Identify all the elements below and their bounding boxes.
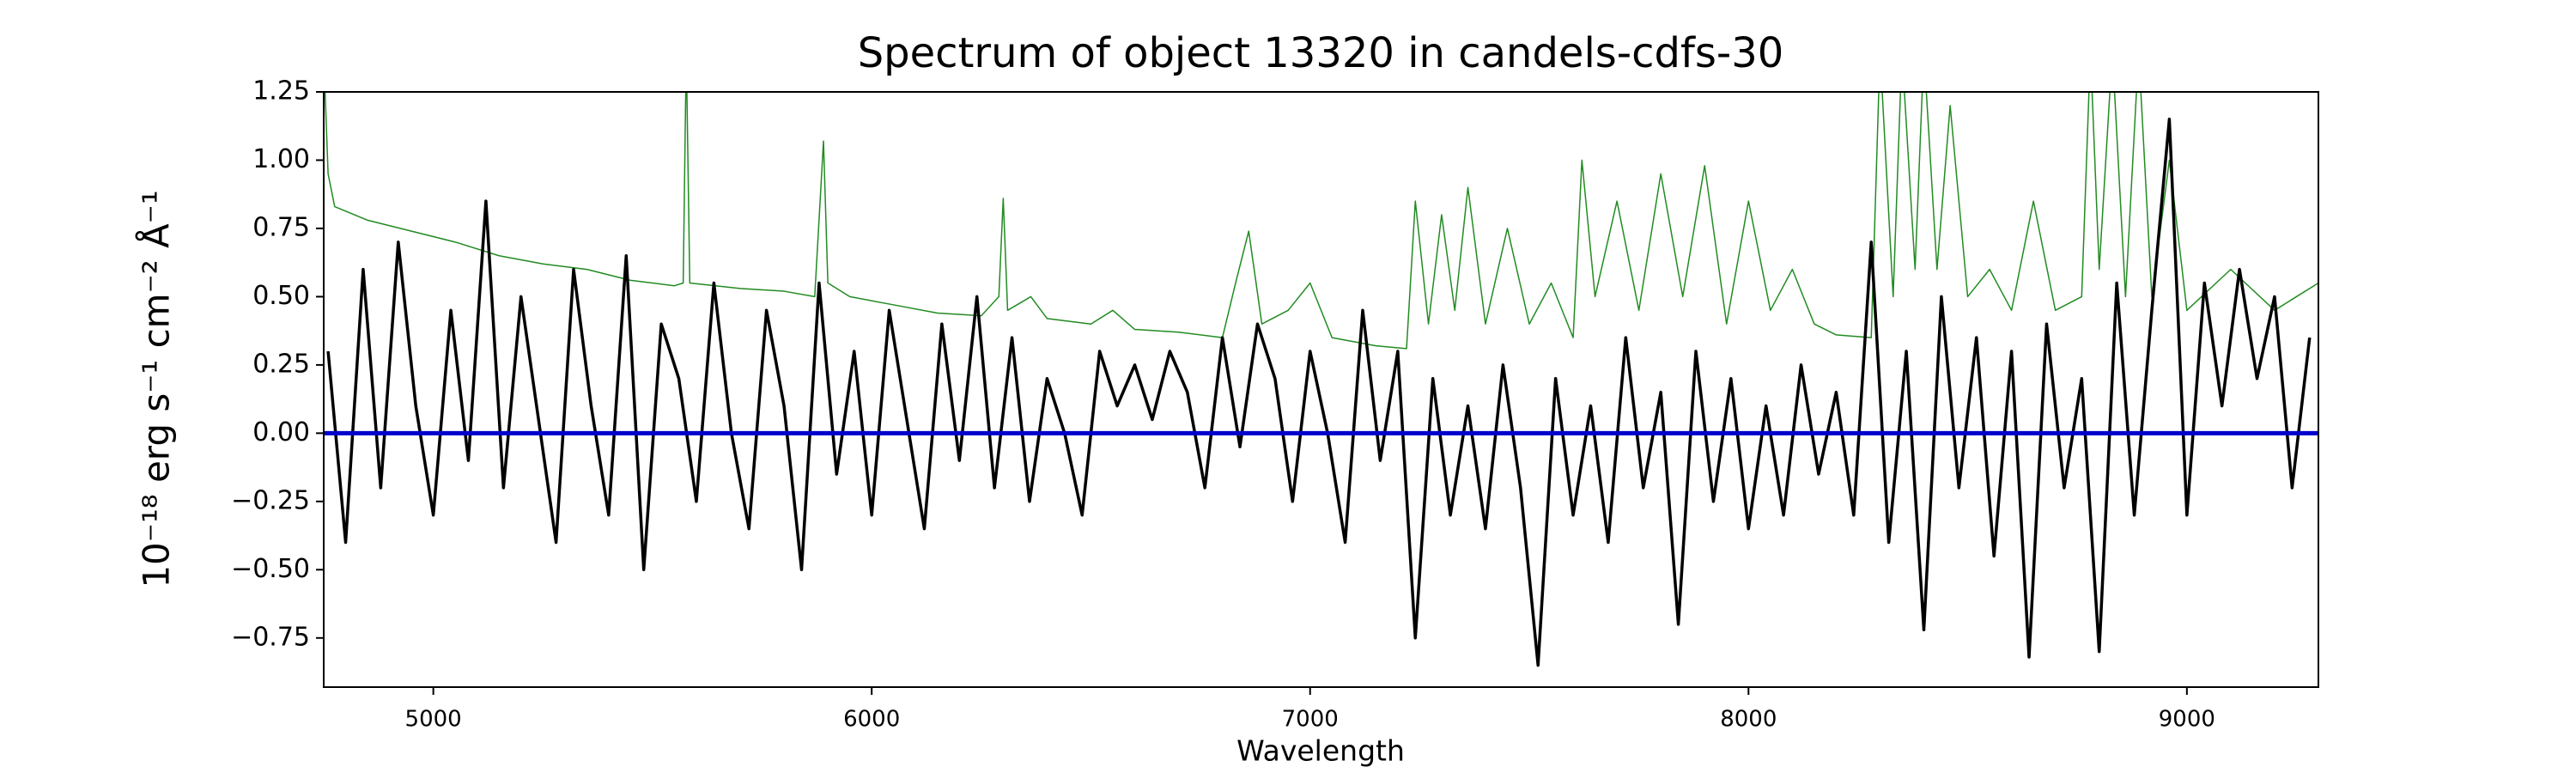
y-tick-label: 0.50 <box>252 281 310 311</box>
y-tick-label: 0.25 <box>252 349 310 379</box>
spectrum-line <box>326 118 2312 667</box>
y-tick-label: 1.25 <box>252 76 310 107</box>
y-tick-label: 1.00 <box>252 144 310 174</box>
chart-title: Spectrum of object 13320 in candels-cdfs… <box>858 29 1784 77</box>
x-axis-label: Wavelength <box>1236 734 1405 768</box>
plot-frame <box>323 91 2319 688</box>
x-tick-label: 8000 <box>1720 707 1777 733</box>
x-tick-label: 5000 <box>405 707 462 733</box>
spectrum-line <box>324 92 2318 350</box>
y-axis-label: 10⁻¹⁸ erg s⁻¹ cm⁻² Å⁻¹ <box>135 190 178 587</box>
y-tick-label: −0.50 <box>231 554 310 584</box>
y-tick-label: −0.75 <box>231 622 310 652</box>
y-tick-label: 0.00 <box>252 417 310 447</box>
x-tick-label: 6000 <box>843 707 900 733</box>
y-tick-label: 0.75 <box>252 212 310 242</box>
y-tick-label: −0.25 <box>231 485 310 515</box>
plot-area <box>324 92 2318 667</box>
x-tick-label: 9000 <box>2159 707 2215 733</box>
x-tick-label: 7000 <box>1282 707 1339 733</box>
